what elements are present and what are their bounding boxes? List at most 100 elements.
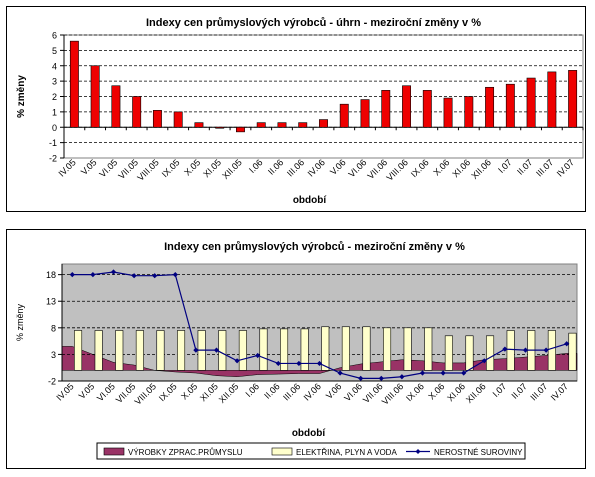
- bar: [277, 122, 287, 128]
- bar: [132, 96, 142, 128]
- line-marker: [399, 374, 405, 380]
- chart-title: Indexy cen průmyslových výrobců - meziro…: [164, 241, 465, 253]
- bar: [69, 40, 79, 128]
- bar-elektrina: [218, 330, 227, 371]
- bar-elektrina: [486, 335, 495, 371]
- x-tick-label: IV.07: [549, 381, 570, 402]
- bar-elektrina: [259, 328, 268, 371]
- bar: [256, 122, 266, 128]
- bar-elektrina: [74, 330, 83, 371]
- bar: [173, 111, 183, 128]
- x-tick-label: X.05: [179, 381, 199, 401]
- bar: [152, 110, 162, 128]
- x-tick-label: III.07: [528, 381, 549, 402]
- bar-elektrina: [115, 330, 124, 371]
- x-tick-label: XII.06: [469, 157, 493, 181]
- bar-elektrina: [156, 330, 165, 371]
- bar-elektrina: [135, 330, 144, 371]
- bar: [319, 119, 328, 128]
- bar: [443, 97, 453, 128]
- bar: [464, 96, 474, 128]
- x-tick-label: XI.05: [201, 157, 223, 179]
- bar: [505, 83, 515, 128]
- chart-total-svg: Indexy cen průmyslových výrobců - úhrn -…: [16, 17, 584, 206]
- y-tick-label: -2: [49, 154, 57, 164]
- bar: [339, 103, 349, 128]
- bar: [90, 65, 100, 128]
- x-tick-label: VI.05: [97, 157, 119, 179]
- x-tick-label: XI.06: [445, 381, 467, 403]
- bar: [111, 85, 121, 128]
- x-axis-title: období: [293, 195, 328, 206]
- legend-label-nerostne: NEROSTNÉ SUROVINY: [434, 448, 523, 457]
- x-tick-label: IV.07: [555, 157, 576, 178]
- y-tick-label: 5: [52, 46, 57, 56]
- x-tick-label: XII.05: [220, 157, 244, 181]
- line-marker: [522, 347, 529, 353]
- x-tick-label: XI.06: [450, 157, 472, 179]
- bar-elektrina: [383, 327, 392, 371]
- x-tick-label: V.05: [77, 381, 97, 401]
- x-tick-label: III.07: [534, 157, 555, 178]
- x-tick-label: II.06: [266, 157, 285, 176]
- y-tick-label: 4: [52, 61, 57, 71]
- line-marker: [316, 360, 323, 367]
- bar: [422, 90, 432, 128]
- line-marker: [213, 347, 220, 353]
- y-tick-label: 18: [46, 270, 56, 280]
- x-tick-label: XII.05: [217, 381, 241, 405]
- bar-elektrina: [94, 330, 103, 371]
- bar-elektrina: [300, 328, 309, 371]
- bar-elektrina: [465, 335, 474, 371]
- x-tick-label: VI.05: [95, 381, 117, 403]
- bar-elektrina: [280, 328, 289, 371]
- y-tick-label: 2: [52, 92, 57, 102]
- x-tick-label: I.07: [491, 381, 509, 399]
- x-tick-label: X.06: [431, 157, 451, 177]
- bar-elektrina: [403, 327, 412, 371]
- line-marker: [440, 370, 446, 376]
- x-tick-label: IX.05: [160, 157, 182, 179]
- x-tick-label: I.06: [247, 157, 265, 175]
- y-tick-label: -1: [49, 138, 57, 148]
- bar: [298, 122, 308, 128]
- line-marker: [296, 360, 302, 367]
- chart-panel-breakdown: Indexy cen průmyslových výrobců - meziro…: [6, 229, 586, 469]
- bar: [526, 77, 536, 128]
- legend-box: [96, 442, 526, 460]
- y-tick-label: 0: [52, 123, 57, 133]
- x-tick-label: XII.06: [464, 381, 488, 405]
- bar-elektrina: [506, 330, 515, 371]
- bar-elektrina: [568, 332, 577, 371]
- x-tick-label: X.05: [182, 157, 202, 177]
- x-tick-label: IV.06: [302, 381, 323, 402]
- x-tick-label: XI.05: [198, 381, 220, 403]
- x-tick-label: II.07: [509, 381, 528, 400]
- bar-elektrina: [341, 326, 350, 371]
- bar-elektrina: [424, 327, 433, 371]
- line-marker: [275, 360, 281, 367]
- line-marker: [502, 346, 508, 352]
- bar: [485, 86, 495, 128]
- x-tick-label: VIII.05: [135, 157, 160, 182]
- x-tick-label: VIII.06: [384, 157, 409, 182]
- x-tick-label: VI.06: [347, 157, 369, 179]
- bar: [402, 85, 411, 128]
- x-tick-label: IV.06: [306, 157, 327, 178]
- bar-elektrina: [362, 326, 371, 371]
- x-tick-label: VI.06: [342, 381, 364, 403]
- chart-panel-total: Indexy cen průmyslových výrobců - úhrn -…: [6, 6, 586, 212]
- bar-elektrina: [444, 335, 453, 371]
- x-tick-label: IV.05: [56, 157, 77, 178]
- line-marker: [337, 370, 343, 376]
- x-tick-label: IX.06: [409, 157, 431, 179]
- x-tick-label: V.06: [324, 381, 344, 401]
- chart-title: Indexy cen průmyslových výrobců - úhrn -…: [146, 17, 481, 29]
- bar: [381, 90, 391, 128]
- bar: [215, 126, 225, 129]
- y-tick-label: 8: [51, 323, 56, 333]
- x-tick-label: I.07: [496, 157, 514, 175]
- line-marker: [234, 358, 240, 364]
- x-tick-label: IX.05: [157, 381, 179, 403]
- chart-breakdown-svg: Indexy cen průmyslových výrobců - meziro…: [15, 241, 578, 460]
